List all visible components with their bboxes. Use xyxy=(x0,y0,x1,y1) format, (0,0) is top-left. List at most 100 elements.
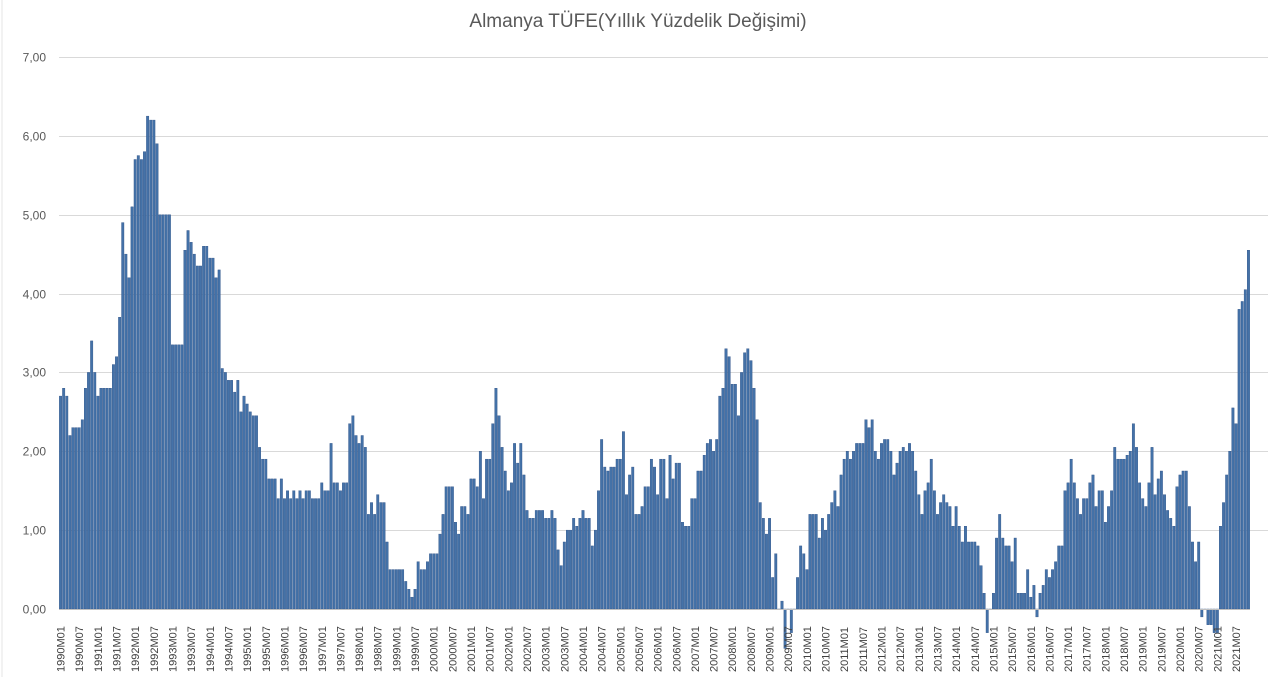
bar xyxy=(332,482,336,610)
bar xyxy=(236,380,240,610)
bar xyxy=(1240,301,1244,610)
bar xyxy=(478,451,482,610)
bar xyxy=(320,482,324,610)
bar xyxy=(522,474,526,610)
bar xyxy=(304,490,308,610)
bar xyxy=(323,490,327,610)
x-tick-label: 1997M01 xyxy=(317,626,329,672)
bar xyxy=(569,529,572,610)
bar xyxy=(898,451,902,610)
bar xyxy=(1166,510,1170,610)
bar xyxy=(982,593,986,610)
bar xyxy=(195,265,199,610)
bar xyxy=(1181,470,1185,610)
bar xyxy=(441,514,445,610)
bar xyxy=(1178,474,1182,610)
bar xyxy=(923,490,927,610)
bar xyxy=(870,419,874,610)
bar xyxy=(597,490,600,610)
y-tick-label: 0,00 xyxy=(23,603,47,617)
bar xyxy=(360,435,364,610)
x-tick-label: 2002M01 xyxy=(503,626,515,672)
bar xyxy=(1169,518,1173,610)
x-tick-label: 2014M01 xyxy=(951,626,963,672)
bar xyxy=(65,395,69,610)
x-tick-label: 2005M01 xyxy=(615,626,627,672)
bar xyxy=(1048,577,1051,610)
bar xyxy=(712,451,715,610)
bar xyxy=(566,529,569,610)
bar xyxy=(1020,593,1023,610)
bar xyxy=(1038,593,1042,610)
bar xyxy=(497,415,501,610)
x-tick-label: 2017M01 xyxy=(1063,626,1075,672)
bar xyxy=(833,490,837,610)
bar xyxy=(62,388,66,610)
bar xyxy=(1231,407,1235,610)
x-tick-label: 2001M07 xyxy=(485,626,497,672)
bar xyxy=(118,317,122,610)
bar xyxy=(727,356,731,610)
bar xyxy=(239,411,243,610)
bar xyxy=(880,443,883,610)
bar xyxy=(99,388,103,610)
bar xyxy=(821,518,824,610)
x-tick-label: 2018M07 xyxy=(1119,626,1131,672)
bar xyxy=(556,549,560,610)
bar xyxy=(146,115,150,610)
bar xyxy=(992,593,995,610)
bar xyxy=(1150,447,1154,610)
bar xyxy=(1032,585,1036,610)
bar xyxy=(830,502,834,610)
bar xyxy=(746,348,750,610)
bar xyxy=(581,510,585,610)
bar xyxy=(233,391,237,610)
x-tick-label: 1993M01 xyxy=(168,626,180,672)
bar xyxy=(463,506,467,610)
bar xyxy=(1125,455,1129,610)
bar xyxy=(208,257,212,610)
bar xyxy=(967,541,970,610)
bar xyxy=(167,214,171,610)
x-tick-label: 2000M07 xyxy=(447,626,459,672)
bar xyxy=(979,565,983,610)
bar xyxy=(864,419,868,610)
bar xyxy=(954,506,958,610)
bar xyxy=(177,344,181,610)
bar xyxy=(1206,608,1210,625)
bar xyxy=(681,522,684,610)
bar xyxy=(960,541,964,610)
bar xyxy=(136,155,140,610)
bar xyxy=(1184,470,1188,610)
bar xyxy=(939,502,943,610)
bar xyxy=(71,427,75,610)
x-tick-label: 2004M01 xyxy=(578,626,590,672)
bar xyxy=(709,439,712,610)
bar xyxy=(482,498,485,610)
bar xyxy=(1128,451,1132,610)
bar xyxy=(121,222,125,610)
bar xyxy=(1172,526,1176,610)
bar xyxy=(261,458,265,610)
bar xyxy=(273,478,277,610)
x-tick-label: 2014M07 xyxy=(970,626,982,672)
bar xyxy=(1072,482,1076,610)
bar xyxy=(1222,502,1225,610)
bar xyxy=(1010,561,1014,610)
x-tick-label: 1995M01 xyxy=(242,626,254,672)
bar xyxy=(370,502,373,610)
bar xyxy=(432,553,436,610)
x-tick-label: 2006M01 xyxy=(653,626,665,672)
bar xyxy=(93,372,97,610)
bar xyxy=(541,510,544,610)
bar xyxy=(211,257,215,610)
bar xyxy=(1107,506,1110,610)
bar xyxy=(677,462,681,610)
bar xyxy=(317,498,321,610)
bar xyxy=(849,458,852,610)
bar xyxy=(836,506,840,610)
bar xyxy=(538,510,541,610)
x-tick-label: 1995M07 xyxy=(261,626,273,672)
bar xyxy=(1057,545,1061,610)
bar xyxy=(286,490,289,610)
